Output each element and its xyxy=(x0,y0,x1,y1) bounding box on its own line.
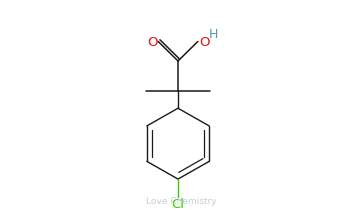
Text: Cl: Cl xyxy=(171,198,184,211)
Text: Love Chemistry: Love Chemistry xyxy=(146,197,216,206)
Text: H: H xyxy=(209,28,219,41)
Text: O: O xyxy=(200,36,210,49)
Text: O: O xyxy=(147,36,158,49)
